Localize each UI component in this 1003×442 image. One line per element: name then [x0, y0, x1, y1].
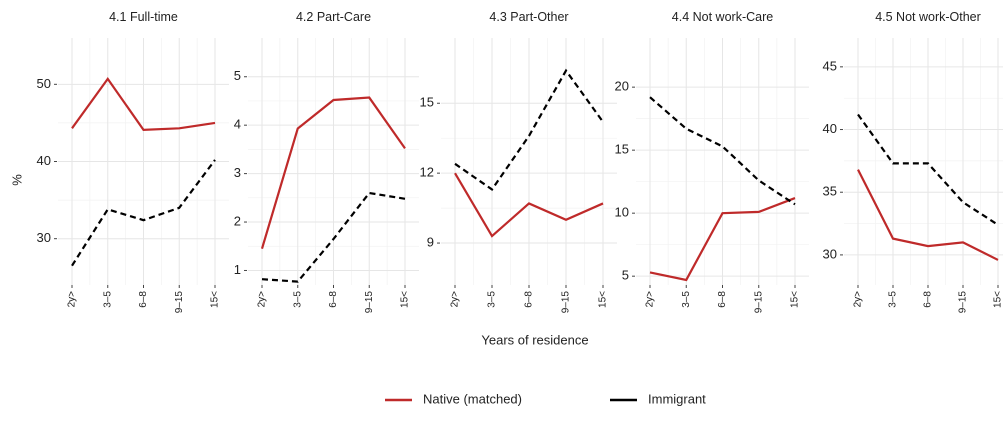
y-tick-label: 35 [823, 184, 837, 199]
y-tick-label: 30 [37, 230, 51, 245]
x-tick-label: 6–8 [524, 291, 535, 308]
y-tick-label: 5 [234, 68, 241, 83]
y-tick-label: 40 [823, 121, 837, 136]
x-tick-label: 3–5 [487, 291, 498, 308]
x-tick-label: 2y> [853, 291, 864, 308]
y-tick-label: 20 [615, 79, 629, 94]
series-line [857, 169, 999, 261]
plot-area [844, 38, 1003, 285]
y-tick-label: 15 [615, 142, 629, 157]
series-line [454, 172, 604, 238]
x-tick-label: 3–5 [888, 291, 899, 308]
y-axis-label: % [9, 174, 24, 186]
y-tick-label: 2 [234, 213, 241, 228]
series-line [71, 159, 216, 267]
x-tick-label: 15< [400, 291, 411, 308]
panel-title: 4.2 Part-Care [296, 10, 371, 24]
x-tick-label: 15< [598, 291, 609, 308]
legend-label: Immigrant [648, 391, 706, 406]
panel-title: 4.1 Full-time [109, 10, 178, 24]
x-tick-label: 15< [790, 291, 801, 308]
x-tick-label: 15< [993, 291, 1003, 308]
x-tick-label: 9–15 [753, 291, 764, 314]
series-line [71, 77, 216, 131]
legend-label: Native (matched) [423, 391, 522, 406]
series-line [649, 96, 796, 206]
x-tick-label: 6–8 [328, 291, 339, 308]
panel-title: 4.3 Part-Other [489, 10, 568, 24]
panel-title: 4.4 Not work-Care [672, 10, 773, 24]
y-tick-label: 50 [37, 76, 51, 91]
series-line [260, 96, 406, 249]
series-line [857, 113, 999, 226]
x-tick-label: 2y> [450, 291, 461, 308]
y-tick-label: 15 [420, 95, 434, 110]
x-tick-label: 9–15 [364, 291, 375, 314]
x-tick-label: 15< [210, 291, 221, 308]
x-tick-label: 3–5 [102, 291, 113, 308]
y-tick-label: 5 [622, 268, 629, 283]
panel-title: 4.5 Not work-Other [875, 10, 981, 24]
y-tick-label: 1 [234, 262, 241, 277]
y-tick-label: 4 [234, 117, 241, 132]
series-line [454, 68, 604, 191]
x-tick-label: 9–15 [561, 291, 572, 314]
series-line [649, 197, 796, 282]
y-tick-label: 45 [823, 58, 837, 73]
x-tick-label: 9–15 [958, 291, 969, 314]
y-tick-label: 10 [615, 205, 629, 220]
x-tick-label: 6–8 [923, 291, 934, 308]
x-tick-label: 2y> [645, 291, 656, 308]
y-tick-label: 40 [37, 153, 51, 168]
y-tick-label: 9 [427, 234, 434, 249]
series-line [261, 191, 406, 283]
x-tick-label: 2y> [67, 291, 78, 308]
y-tick-label: 12 [420, 165, 434, 180]
x-tick-label: 6–8 [138, 291, 149, 308]
x-tick-label: 6–8 [717, 291, 728, 308]
x-tick-label: 9–15 [174, 291, 185, 314]
y-tick-label: 3 [234, 165, 241, 180]
y-tick-label: 30 [823, 246, 837, 261]
x-axis-label: Years of residence [481, 332, 588, 347]
x-tick-label: 3–5 [681, 291, 692, 308]
x-tick-label: 2y> [257, 291, 268, 308]
x-tick-label: 3–5 [292, 291, 303, 308]
